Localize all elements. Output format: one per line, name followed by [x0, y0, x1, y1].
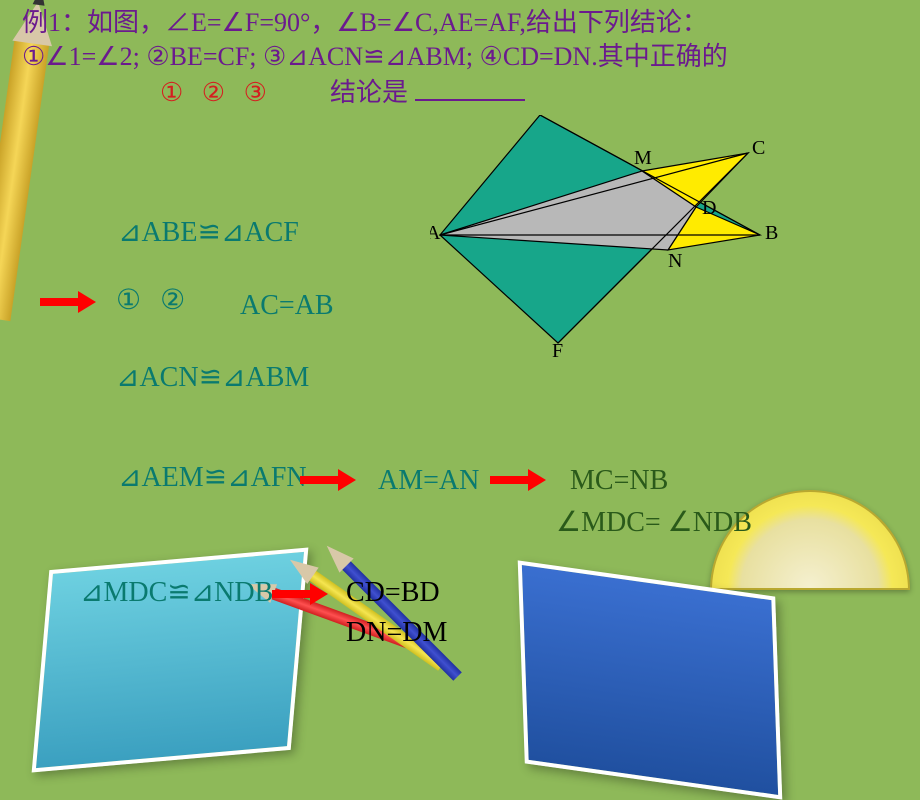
- geometry-diagram: A E F B C M N D: [430, 115, 790, 380]
- step-acn-abm: ⊿ACN≌⊿ABM: [116, 360, 309, 396]
- step-ac-ab: AC=AB: [240, 288, 334, 324]
- step-conclusions-1-2: ① ②: [116, 283, 191, 319]
- arrow-icon: [272, 585, 332, 603]
- diagram-point-label-E: E: [535, 115, 547, 116]
- arrow-icon: [300, 471, 360, 489]
- diagram-point-label-N: N: [668, 250, 682, 272]
- problem-answer: ① ② ③: [160, 76, 273, 110]
- step-dn-dm: DN=DM: [346, 615, 447, 651]
- pencil-decoration-left: [0, 39, 49, 321]
- diagram-point-label-M: M: [634, 147, 652, 169]
- step-cd-bd: CD=BD: [346, 575, 440, 611]
- problem-line-3-rest: 结论是: [330, 76, 525, 110]
- diagram-point-label-C: C: [752, 137, 765, 159]
- step-mdc-ndb-angle: ∠MDC= ∠NDB: [556, 505, 752, 541]
- step-abe-acf: ⊿ABE≌⊿ACF: [118, 215, 299, 251]
- conclusion-label: 结论是: [330, 78, 408, 107]
- step-mdc-ndb-triangle: ⊿MDC≌⊿NDB: [80, 575, 273, 611]
- book-decoration-right: [518, 560, 783, 799]
- arrow-icon: [490, 471, 550, 489]
- step-aem-afn: ⊿AEM≌⊿AFN: [118, 460, 307, 496]
- arrow-icon: [40, 293, 100, 311]
- problem-line-2: ①∠1=∠2; ②BE=CF; ③⊿ACN≌⊿ABM; ④CD=DN.其中正确的: [22, 40, 728, 74]
- diagram-point-label-B: B: [765, 222, 778, 244]
- diagram-svg: A E F B C M N D: [430, 115, 790, 375]
- problem-line-1: 例1：如图，∠E=∠F=90°，∠B=∠C,AE=AF,给出下列结论：: [22, 6, 708, 40]
- step-mc-nb: MC=NB: [570, 463, 668, 499]
- step-am-an: AM=AN: [378, 463, 479, 499]
- diagram-point-label-F: F: [552, 340, 563, 362]
- answer-blank-line: [415, 81, 525, 101]
- diagram-point-label-A: A: [430, 222, 441, 244]
- diagram-point-label-D: D: [702, 197, 716, 219]
